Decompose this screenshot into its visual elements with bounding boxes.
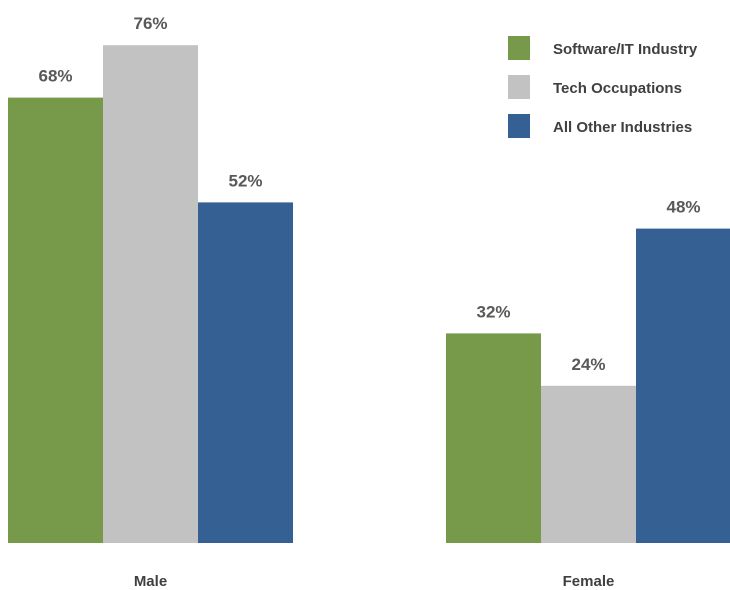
bar-male-software-it-industry <box>8 97 103 543</box>
legend-swatch-all-other-industries <box>508 114 530 138</box>
legend-label-software-it-industry: Software/IT Industry <box>553 41 698 58</box>
bar-female-software-it-industry <box>446 333 541 543</box>
legend-swatch-tech-occupations <box>508 75 530 99</box>
bars-layer <box>8 45 730 543</box>
value-label-male-all-other-industries: 52% <box>228 171 262 190</box>
bar-female-all-other-industries <box>636 228 730 543</box>
legend-label-tech-occupations: Tech Occupations <box>553 80 682 97</box>
category-label-male: Male <box>134 573 167 590</box>
value-label-female-all-other-industries: 48% <box>666 198 700 217</box>
value-label-female-software-it-industry: 32% <box>476 302 510 321</box>
value-labels-layer: 68% 76% 52% 32% 24% 48% <box>38 14 700 374</box>
value-label-male-software-it-industry: 68% <box>38 67 72 86</box>
legend: Software/IT Industry Tech Occupations All … <box>508 36 698 138</box>
bar-male-all-other-industries <box>198 202 293 543</box>
bar-male-tech-occupations <box>103 45 198 543</box>
legend-swatch-software-it-industry <box>508 36 530 60</box>
value-label-male-tech-occupations: 76% <box>133 14 167 33</box>
value-label-female-tech-occupations: 24% <box>571 355 605 374</box>
legend-label-all-other-industries: All Other Industries <box>553 119 692 136</box>
category-label-female: Female <box>563 573 615 590</box>
category-labels-layer: Male Female <box>134 573 615 590</box>
bar-female-tech-occupations <box>541 385 636 543</box>
